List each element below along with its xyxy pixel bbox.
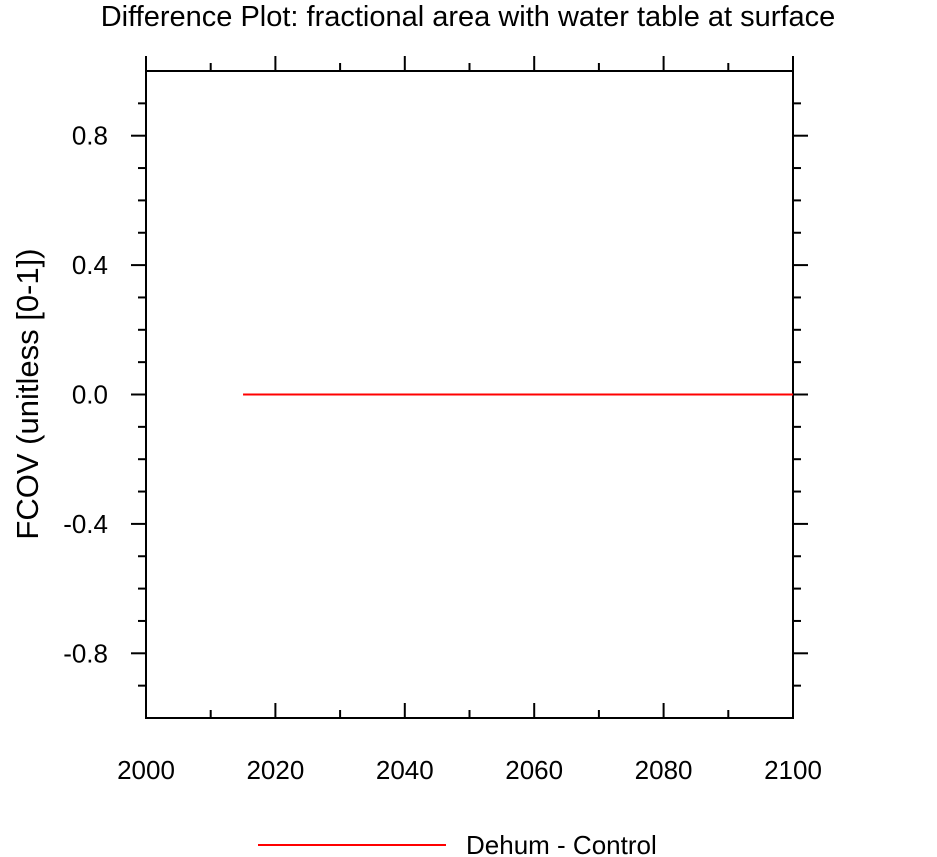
y-tick-labels: -0.8 -0.4 0.0 0.4 0.8 (63, 121, 108, 669)
y-tick-label: 0.4 (72, 250, 108, 280)
x-tick-label: 2020 (246, 755, 304, 785)
legend-label-dehum-control: Dehum - Control (466, 830, 657, 857)
x-tick-label: 2000 (117, 755, 175, 785)
legend: Dehum - Control (258, 830, 657, 857)
y-tick-label: 0.0 (72, 380, 108, 410)
x-tick-label: 2040 (376, 755, 434, 785)
x-tick-label: 2060 (505, 755, 563, 785)
minor-ticks (138, 63, 801, 718)
chart-title: Difference Plot: fractional area with wa… (101, 1, 836, 33)
x-tick-label: 2100 (764, 755, 822, 785)
x-tick-labels: 2000 2020 2040 2060 2080 2100 (117, 755, 822, 785)
y-axis-label: FCOV (unitless [0-1]) (10, 248, 45, 539)
y-tick-label: -0.4 (63, 509, 108, 539)
y-tick-label: -0.8 (63, 638, 108, 668)
y-tick-label: 0.8 (72, 121, 108, 151)
x-tick-label: 2080 (635, 755, 693, 785)
